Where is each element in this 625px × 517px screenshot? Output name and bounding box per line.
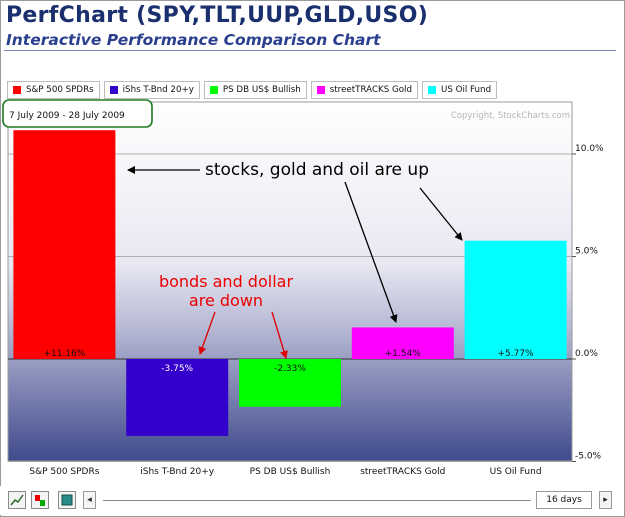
legend-swatch-gld	[316, 86, 325, 94]
period-selector[interactable]: 16 days	[536, 491, 592, 509]
table-view-icon[interactable]	[58, 491, 76, 509]
legend-label-uup: PS DB US$ Bullish	[222, 85, 301, 95]
legend-item-uso[interactable]: US Oil Fund	[421, 81, 498, 99]
legend-label-spy: S&P 500 SPDRs	[26, 85, 94, 95]
legend-item-uup[interactable]: PS DB US$ Bullish	[203, 81, 307, 99]
legend: S&P 500 SPDRs iShs T-Bnd 20+y PS DB US$ …	[7, 81, 498, 99]
legend-item-tlt[interactable]: iShs T-Bnd 20+y	[103, 81, 200, 99]
line-chart-icon[interactable]	[8, 491, 26, 509]
title-divider	[4, 50, 616, 51]
chart-toolbar: ◂ 16 days ▸	[0, 486, 623, 515]
chart-subtitle: Interactive Performance Comparison Chart	[6, 31, 381, 49]
legend-swatch-uup	[209, 86, 218, 94]
period-slider-track[interactable]	[103, 500, 531, 501]
scroll-left-button[interactable]: ◂	[83, 491, 96, 509]
legend-swatch-spy	[13, 86, 21, 94]
legend-item-gld[interactable]: streetTRACKS Gold	[310, 81, 418, 99]
legend-swatch-tlt	[109, 86, 118, 94]
legend-label-tlt: iShs T-Bnd 20+y	[122, 85, 194, 95]
legend-label-uso: US Oil Fund	[440, 85, 492, 95]
legend-item-spy[interactable]: S&P 500 SPDRs	[7, 81, 100, 99]
chart-title: PerfChart (SPY,TLT,UUP,GLD,USO)	[6, 3, 429, 28]
bar-chart-icon[interactable]	[31, 491, 49, 509]
legend-swatch-uso	[427, 86, 436, 94]
legend-label-gld: streetTRACKS Gold	[329, 85, 412, 95]
scroll-right-button[interactable]: ▸	[599, 491, 612, 509]
